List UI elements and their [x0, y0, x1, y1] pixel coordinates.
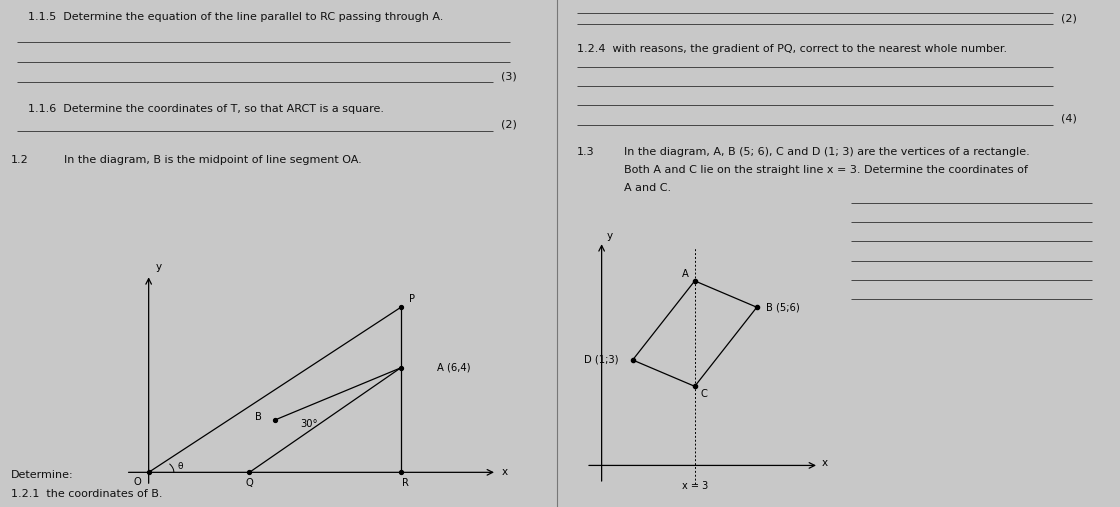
Text: A: A	[682, 269, 689, 279]
Text: 1.2: 1.2	[11, 155, 29, 165]
Text: (2): (2)	[501, 120, 517, 130]
Text: 1.2.1  the coordinates of B.: 1.2.1 the coordinates of B.	[11, 489, 162, 499]
Text: Determine:: Determine:	[11, 470, 74, 480]
Text: 1.3: 1.3	[577, 147, 595, 157]
Text: A and C.: A and C.	[625, 183, 672, 193]
Text: P: P	[409, 294, 416, 304]
Text: D (1;3): D (1;3)	[585, 355, 619, 365]
Text: In the diagram, B is the midpoint of line segment OA.: In the diagram, B is the midpoint of lin…	[65, 155, 362, 165]
Text: 1.1.5  Determine the equation of the line parallel to RC passing through A.: 1.1.5 Determine the equation of the line…	[28, 12, 444, 22]
Text: x = 3: x = 3	[682, 481, 708, 491]
Text: In the diagram, A, B (5; 6), C and D (1; 3) are the vertices of a rectangle.: In the diagram, A, B (5; 6), C and D (1;…	[625, 147, 1030, 157]
Text: θ: θ	[177, 462, 183, 471]
Text: B: B	[255, 412, 262, 422]
Text: 1.1.6  Determine the coordinates of T, so that ARCT is a square.: 1.1.6 Determine the coordinates of T, so…	[28, 104, 384, 114]
Text: B (5;6): B (5;6)	[766, 302, 800, 312]
Text: (2): (2)	[1062, 13, 1077, 23]
Text: R: R	[402, 478, 409, 488]
Text: y: y	[606, 231, 613, 241]
Text: (3): (3)	[501, 71, 517, 81]
Text: Q: Q	[245, 478, 253, 488]
Text: y: y	[156, 262, 161, 272]
Text: C: C	[701, 389, 708, 399]
Text: Both A and C lie on the straight line x = 3. Determine the coordinates of: Both A and C lie on the straight line x …	[625, 165, 1028, 175]
Text: A (6,4): A (6,4)	[437, 363, 470, 373]
Text: (4): (4)	[1062, 114, 1077, 124]
Text: 30°: 30°	[300, 419, 317, 429]
Text: x: x	[502, 467, 507, 477]
Text: 1.2.4  with reasons, the gradient of PQ, correct to the nearest whole number.: 1.2.4 with reasons, the gradient of PQ, …	[577, 44, 1007, 54]
Text: x: x	[822, 458, 828, 468]
Text: O: O	[133, 477, 141, 487]
